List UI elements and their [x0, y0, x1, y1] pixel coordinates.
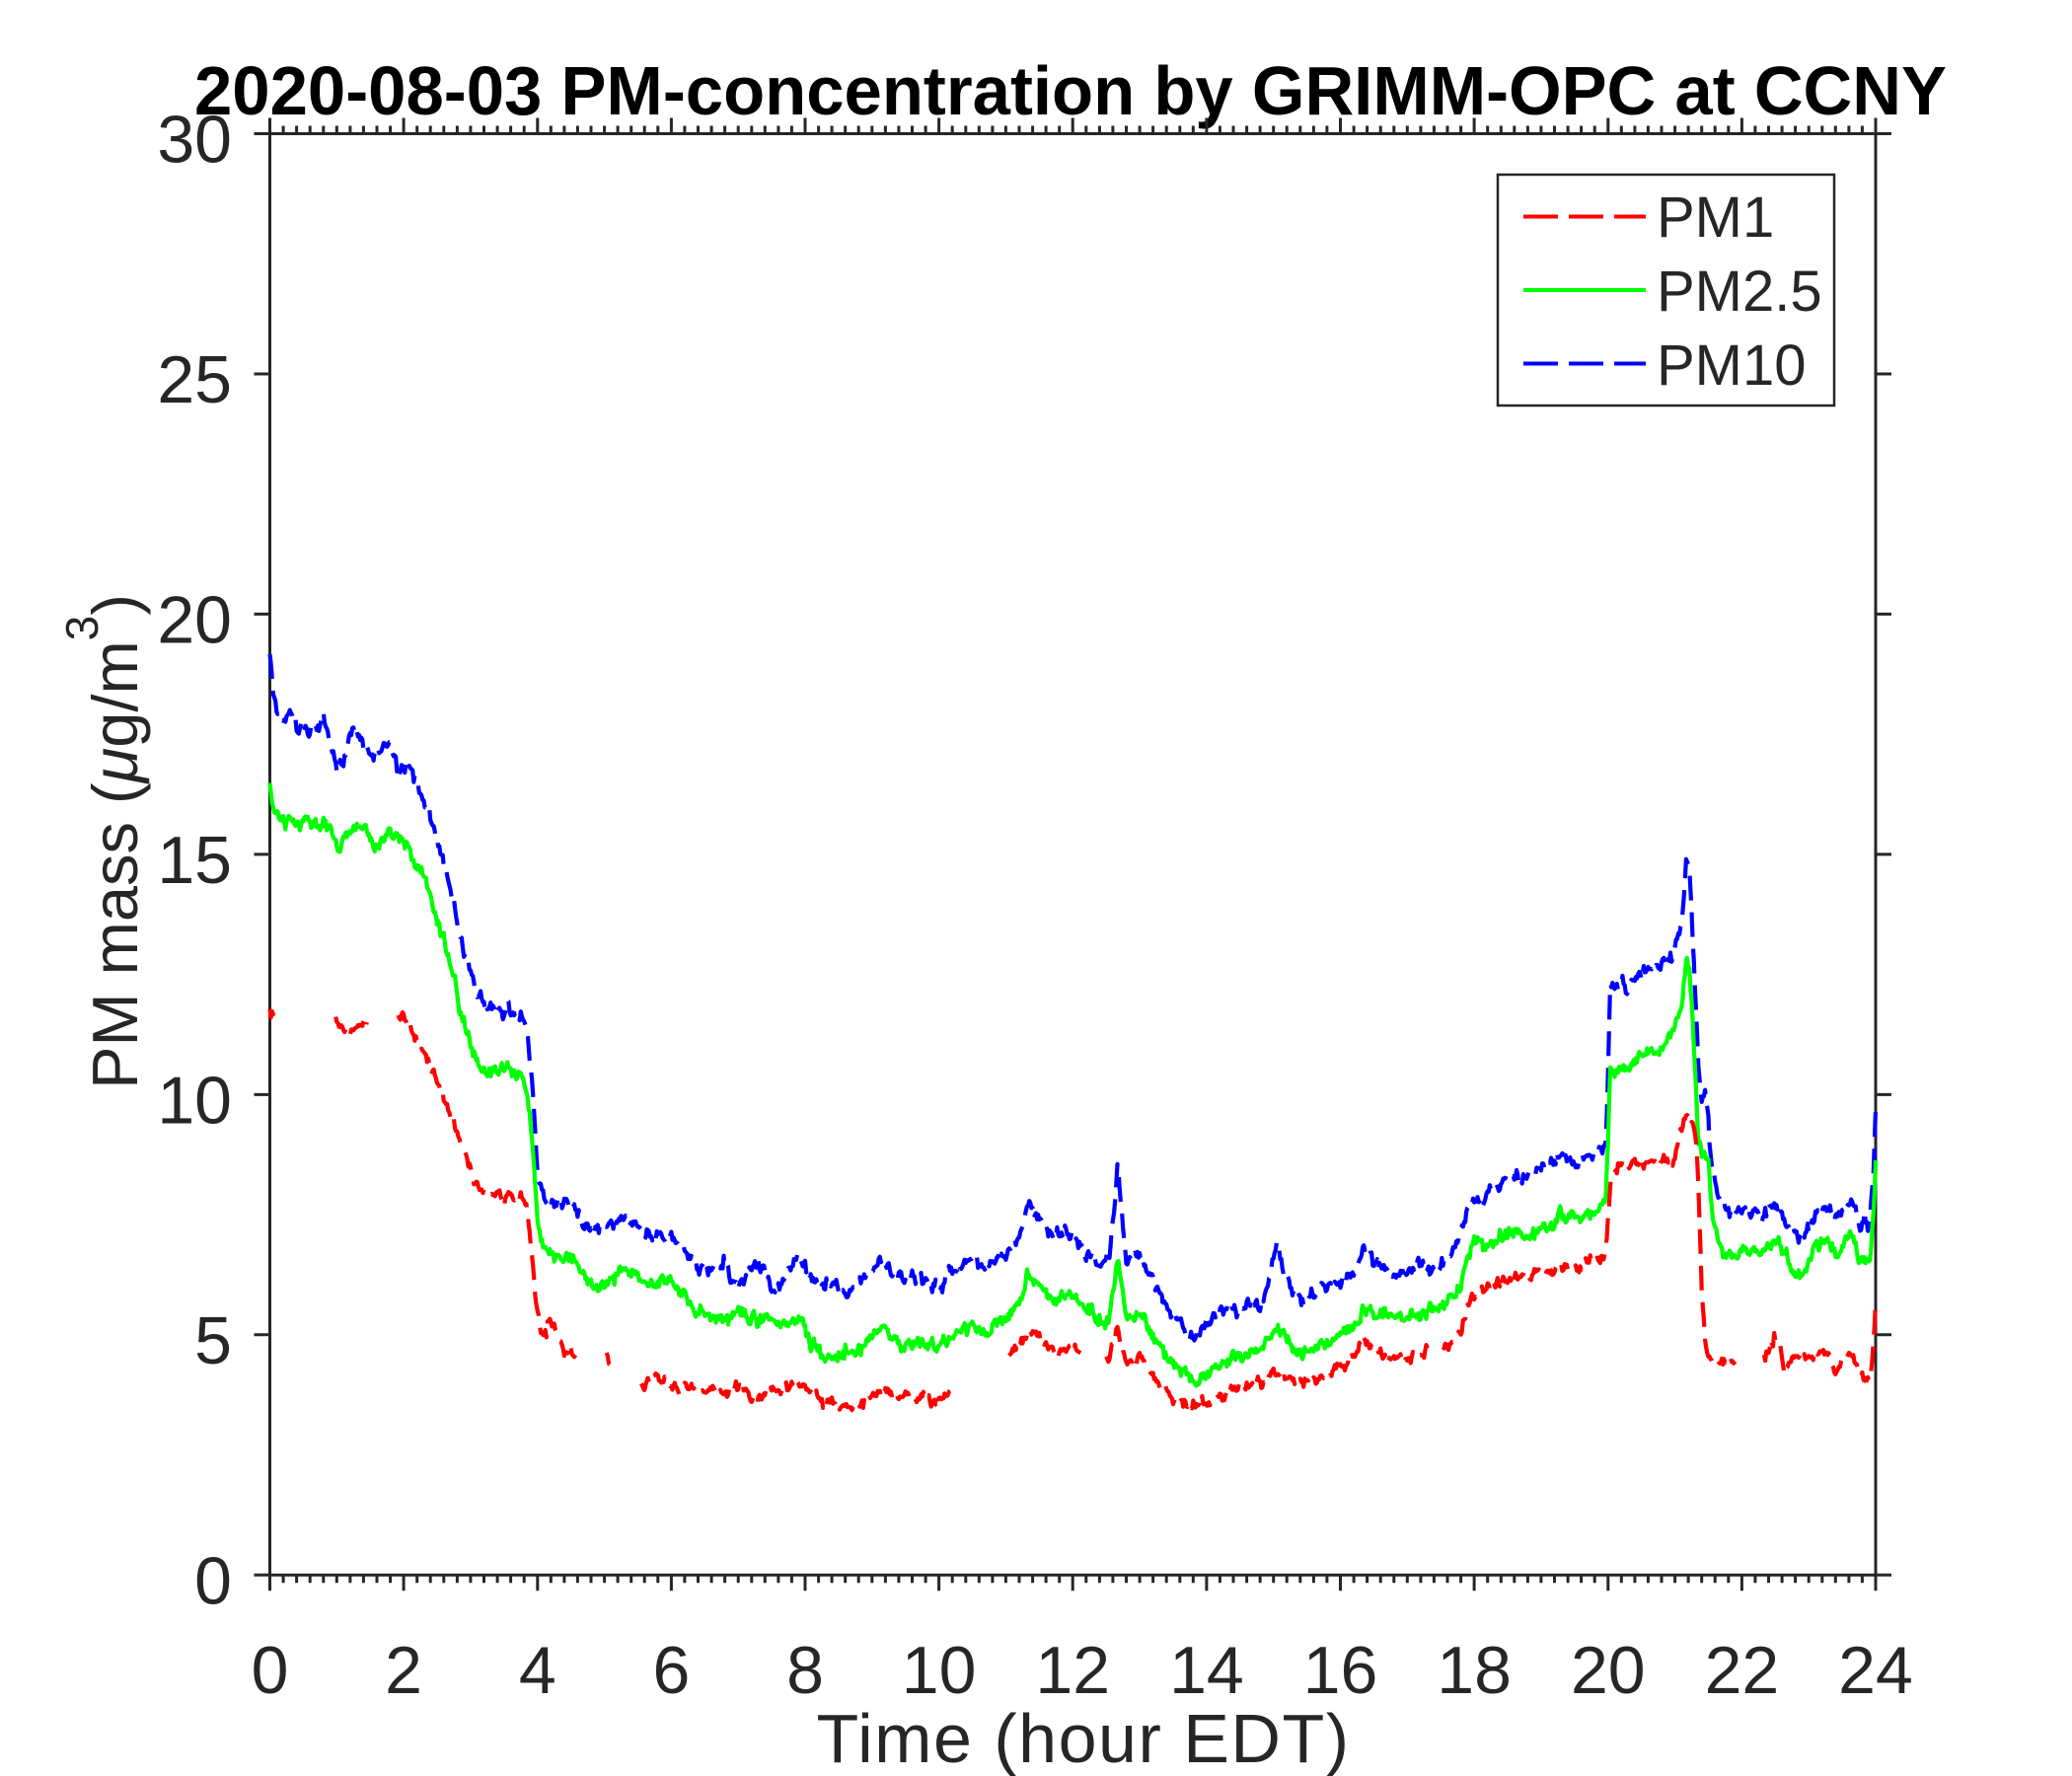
svg-text:22: 22: [1705, 1633, 1780, 1708]
svg-text:30: 30: [157, 103, 232, 178]
svg-text:10: 10: [902, 1633, 977, 1708]
svg-text:4: 4: [519, 1633, 556, 1708]
svg-text:16: 16: [1303, 1633, 1378, 1708]
svg-text:5: 5: [194, 1303, 232, 1378]
svg-text:15: 15: [157, 823, 232, 898]
svg-text:0: 0: [252, 1633, 289, 1708]
svg-text:8: 8: [786, 1633, 824, 1708]
svg-text:12: 12: [1035, 1633, 1110, 1708]
svg-text:Time (hour EDT): Time (hour EDT): [816, 1700, 1350, 1776]
svg-text:20: 20: [157, 582, 232, 657]
svg-text:2020-08-03 PM-concentration by: 2020-08-03 PM-concentration by GRIMM-OPC…: [194, 52, 1947, 129]
svg-text:24: 24: [1838, 1633, 1913, 1708]
svg-text:0: 0: [194, 1543, 232, 1618]
svg-text:PM2.5: PM2.5: [1657, 259, 1822, 324]
svg-text:18: 18: [1437, 1633, 1512, 1708]
svg-text:PM10: PM10: [1657, 333, 1807, 398]
svg-text:20: 20: [1571, 1633, 1646, 1708]
svg-text:6: 6: [652, 1633, 690, 1708]
svg-text:14: 14: [1169, 1633, 1244, 1708]
svg-text:PM1: PM1: [1657, 185, 1774, 250]
svg-text:25: 25: [157, 342, 232, 417]
svg-text:10: 10: [157, 1063, 232, 1138]
svg-text:2: 2: [385, 1633, 422, 1708]
